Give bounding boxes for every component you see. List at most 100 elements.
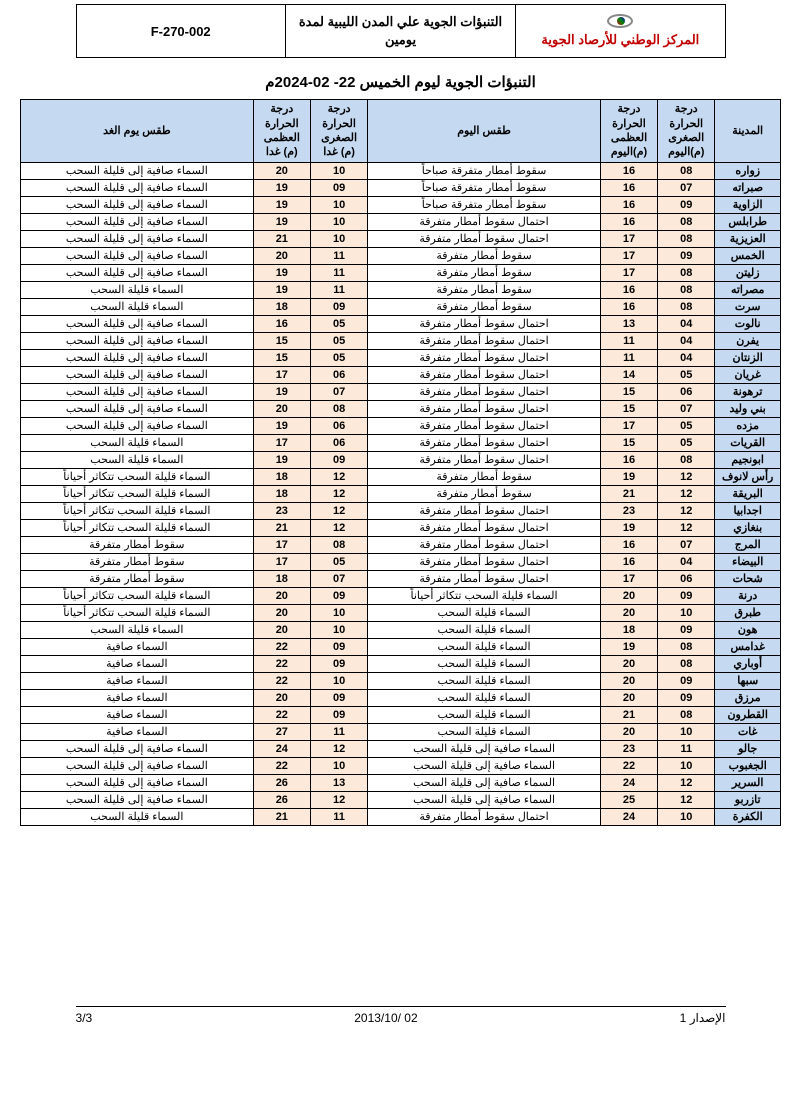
city-cell: طرابلس <box>715 213 781 230</box>
max-tomorrow-cell: 22 <box>253 672 310 689</box>
max-today-cell: 17 <box>600 570 657 587</box>
table-row: يفرن0411احتمال سقوط أمطار متفرقة0515السم… <box>21 332 781 349</box>
max-today-cell: 15 <box>600 383 657 400</box>
org-name: المركز الوطني للأرصاد الجوية <box>541 32 699 47</box>
max-today-cell: 20 <box>600 655 657 672</box>
min-tomorrow-cell: 10 <box>310 213 367 230</box>
min-today-cell: 06 <box>658 570 715 587</box>
header-table: المركز الوطني للأرصاد الجوية التنبؤات ال… <box>76 4 726 58</box>
weather-today-cell: السماء قليلة السحب <box>368 723 601 740</box>
min-tomorrow-cell: 09 <box>310 689 367 706</box>
weather-tomorrow-cell: السماء صافية إلى قليلة السحب <box>21 366 254 383</box>
weather-today-cell: سقوط أمطار متفرقة صباحاً <box>368 162 601 179</box>
max-tomorrow-cell: 15 <box>253 332 310 349</box>
max-today-cell: 21 <box>600 706 657 723</box>
min-today-cell: 08 <box>658 706 715 723</box>
min-tomorrow-cell: 09 <box>310 638 367 655</box>
min-today-cell: 08 <box>658 162 715 179</box>
min-today-cell: 06 <box>658 383 715 400</box>
table-row: هون0918السماء قليلة السحب1020السماء قليل… <box>21 621 781 638</box>
min-tomorrow-cell: 11 <box>310 808 367 825</box>
max-tomorrow-cell: 20 <box>253 400 310 417</box>
city-cell: جالو <box>715 740 781 757</box>
min-today-cell: 09 <box>658 587 715 604</box>
table-row: بني وليد0715احتمال سقوط أمطار متفرقة0820… <box>21 400 781 417</box>
min-today-cell: 08 <box>658 638 715 655</box>
weather-today-cell: احتمال سقوط أمطار متفرقة <box>368 383 601 400</box>
max-tomorrow-cell: 19 <box>253 213 310 230</box>
city-cell: القريات <box>715 434 781 451</box>
forecast-table: المدينة درجة الحرارة الصغرى (م)اليوم درج… <box>20 99 781 825</box>
city-cell: السرير <box>715 774 781 791</box>
city-cell: مصراته <box>715 281 781 298</box>
table-row: مرزق0920السماء قليلة السحب0920السماء صاف… <box>21 689 781 706</box>
weather-today-cell: احتمال سقوط أمطار متفرقة <box>368 451 601 468</box>
doc-code: F-270-002 <box>76 5 285 58</box>
min-tomorrow-cell: 10 <box>310 672 367 689</box>
max-tomorrow-cell: 26 <box>253 791 310 808</box>
city-cell: الخمس <box>715 247 781 264</box>
table-row: نالوت0413احتمال سقوط أمطار متفرقة0516الس… <box>21 315 781 332</box>
min-today-cell: 08 <box>658 230 715 247</box>
min-today-cell: 12 <box>658 468 715 485</box>
weather-tomorrow-cell: السماء صافية إلى قليلة السحب <box>21 162 254 179</box>
weather-today-cell: السماء قليلة السحب <box>368 672 601 689</box>
max-tomorrow-cell: 19 <box>253 264 310 281</box>
min-tomorrow-cell: 10 <box>310 230 367 247</box>
weather-today-cell: السماء قليلة السحب تتكاثر أحياناً <box>368 587 601 604</box>
weather-tomorrow-cell: السماء صافية إلى قليلة السحب <box>21 264 254 281</box>
table-row: شحات0617احتمال سقوط أمطار متفرقة0718سقوط… <box>21 570 781 587</box>
weather-tomorrow-cell: السماء صافية إلى قليلة السحب <box>21 196 254 213</box>
max-tomorrow-cell: 19 <box>253 383 310 400</box>
city-cell: غريان <box>715 366 781 383</box>
max-today-cell: 20 <box>600 672 657 689</box>
max-today-cell: 14 <box>600 366 657 383</box>
weather-tomorrow-cell: السماء صافية إلى قليلة السحب <box>21 332 254 349</box>
max-tomorrow-cell: 22 <box>253 638 310 655</box>
weather-tomorrow-cell: السماء قليلة السحب تتكاثر أحياناً <box>21 519 254 536</box>
col-min-today: درجة الحرارة الصغرى (م)اليوم <box>658 100 715 162</box>
weather-tomorrow-cell: السماء قليلة السحب تتكاثر أحياناً <box>21 604 254 621</box>
city-cell: طبرق <box>715 604 781 621</box>
footer-page: 3/3 <box>76 1011 93 1025</box>
max-today-cell: 16 <box>600 451 657 468</box>
weather-tomorrow-cell: السماء صافية إلى قليلة السحب <box>21 213 254 230</box>
city-cell: الزاوية <box>715 196 781 213</box>
col-max-today: درجة الحرارة العظمى (م)اليوم <box>600 100 657 162</box>
max-tomorrow-cell: 20 <box>253 689 310 706</box>
weather-today-cell: السماء قليلة السحب <box>368 655 601 672</box>
table-row: زليتن0817سقوط أمطار متفرقة1119السماء صاف… <box>21 264 781 281</box>
max-tomorrow-cell: 17 <box>253 434 310 451</box>
min-tomorrow-cell: 10 <box>310 196 367 213</box>
max-tomorrow-cell: 18 <box>253 485 310 502</box>
weather-today-cell: احتمال سقوط أمطار متفرقة <box>368 570 601 587</box>
weather-tomorrow-cell: السماء صافية إلى قليلة السحب <box>21 315 254 332</box>
min-tomorrow-cell: 05 <box>310 349 367 366</box>
max-tomorrow-cell: 20 <box>253 621 310 638</box>
city-cell: البيضاء <box>715 553 781 570</box>
max-tomorrow-cell: 16 <box>253 315 310 332</box>
max-tomorrow-cell: 22 <box>253 655 310 672</box>
min-today-cell: 12 <box>658 502 715 519</box>
min-tomorrow-cell: 05 <box>310 315 367 332</box>
city-cell: المرج <box>715 536 781 553</box>
table-row: القريات0515احتمال سقوط أمطار متفرقة0617ا… <box>21 434 781 451</box>
max-tomorrow-cell: 22 <box>253 706 310 723</box>
max-today-cell: 17 <box>600 247 657 264</box>
max-tomorrow-cell: 18 <box>253 570 310 587</box>
org-logo <box>607 14 633 28</box>
weather-tomorrow-cell: السماء صافية إلى قليلة السحب <box>21 791 254 808</box>
min-tomorrow-cell: 10 <box>310 604 367 621</box>
table-row: غريان0514احتمال سقوط أمطار متفرقة0617الس… <box>21 366 781 383</box>
doc-title: التنبؤات الجوية علي المدن الليبية لمدة ي… <box>285 5 515 58</box>
city-cell: الجغبوب <box>715 757 781 774</box>
min-tomorrow-cell: 11 <box>310 247 367 264</box>
city-cell: ترهونة <box>715 383 781 400</box>
min-today-cell: 12 <box>658 774 715 791</box>
weather-tomorrow-cell: السماء قليلة السحب <box>21 451 254 468</box>
min-today-cell: 10 <box>658 723 715 740</box>
max-today-cell: 19 <box>600 638 657 655</box>
weather-tomorrow-cell: السماء قليلة السحب تتكاثر أحياناً <box>21 502 254 519</box>
table-row: البريقة1221سقوط أمطار متفرقة1218السماء ق… <box>21 485 781 502</box>
weather-tomorrow-cell: السماء صافية إلى قليلة السحب <box>21 179 254 196</box>
